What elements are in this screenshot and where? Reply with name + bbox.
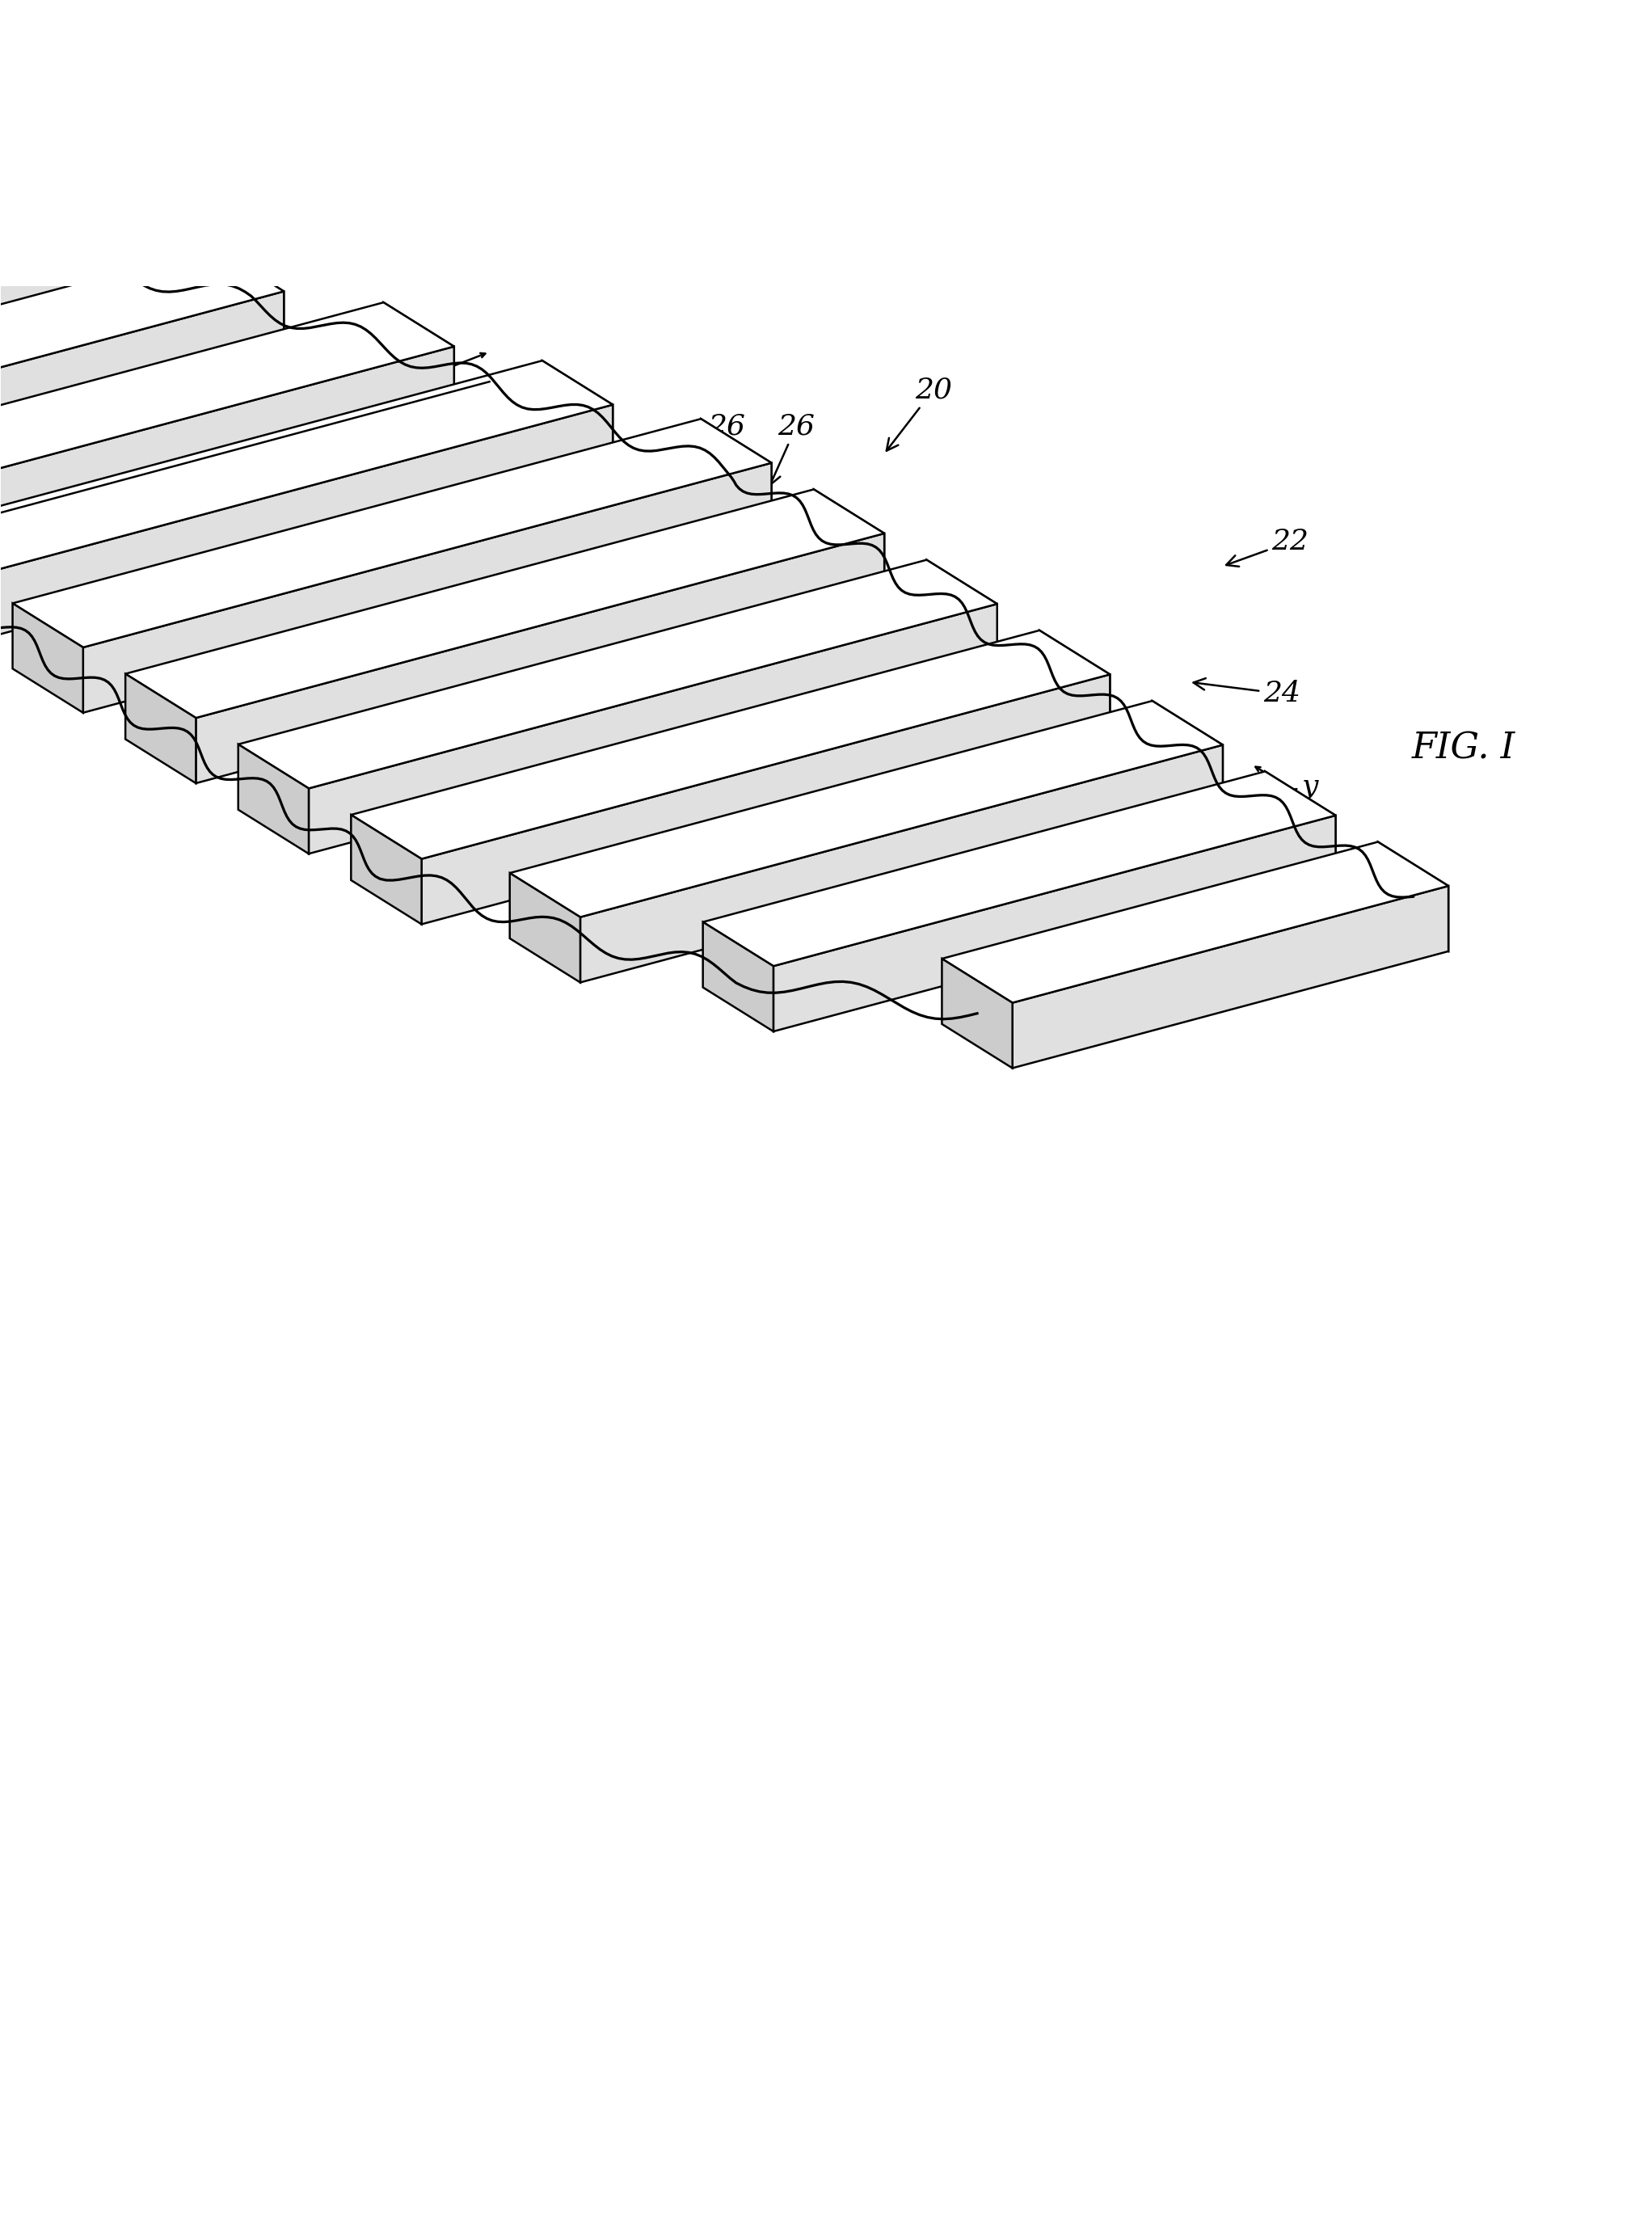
- Polygon shape: [350, 815, 421, 924]
- Polygon shape: [0, 302, 454, 507]
- Text: 24: 24: [1193, 678, 1300, 707]
- Polygon shape: [83, 462, 771, 713]
- Text: 20: 20: [887, 376, 952, 451]
- Polygon shape: [0, 291, 284, 491]
- Polygon shape: [126, 489, 884, 718]
- Polygon shape: [927, 560, 998, 669]
- Polygon shape: [20, 198, 91, 307]
- Polygon shape: [0, 360, 613, 578]
- Polygon shape: [350, 631, 1110, 860]
- Polygon shape: [700, 418, 771, 529]
- Polygon shape: [702, 771, 1335, 967]
- Polygon shape: [542, 360, 613, 471]
- Polygon shape: [213, 247, 284, 358]
- Text: 28: 28: [387, 442, 425, 509]
- Polygon shape: [1151, 700, 1222, 811]
- Polygon shape: [814, 489, 884, 598]
- Polygon shape: [238, 744, 309, 853]
- Polygon shape: [421, 675, 1110, 924]
- Polygon shape: [510, 873, 580, 982]
- Polygon shape: [1039, 631, 1110, 740]
- Polygon shape: [309, 604, 998, 853]
- Polygon shape: [0, 247, 284, 427]
- Polygon shape: [0, 404, 613, 642]
- Polygon shape: [0, 242, 91, 402]
- Text: 22: 22: [1226, 529, 1308, 567]
- Polygon shape: [773, 815, 1335, 1031]
- Polygon shape: [0, 347, 454, 571]
- Polygon shape: [126, 673, 197, 782]
- Polygon shape: [510, 700, 1222, 918]
- Text: 28: 28: [263, 491, 301, 560]
- Polygon shape: [702, 922, 773, 1031]
- Polygon shape: [1265, 771, 1335, 880]
- Polygon shape: [580, 744, 1222, 982]
- Polygon shape: [383, 302, 454, 411]
- Text: 26: 26: [770, 413, 814, 484]
- Polygon shape: [13, 604, 83, 713]
- Polygon shape: [942, 842, 1449, 1002]
- Text: z: z: [137, 511, 154, 538]
- Polygon shape: [1378, 842, 1449, 951]
- Text: 26: 26: [709, 413, 745, 476]
- Text: y: y: [1256, 773, 1318, 800]
- Polygon shape: [0, 198, 91, 338]
- Text: x: x: [1272, 862, 1338, 889]
- Polygon shape: [1013, 887, 1449, 1069]
- Text: FIG. I: FIG. I: [1412, 731, 1515, 764]
- Polygon shape: [238, 560, 998, 789]
- Polygon shape: [13, 418, 771, 647]
- Polygon shape: [942, 958, 1013, 1069]
- Polygon shape: [197, 533, 884, 782]
